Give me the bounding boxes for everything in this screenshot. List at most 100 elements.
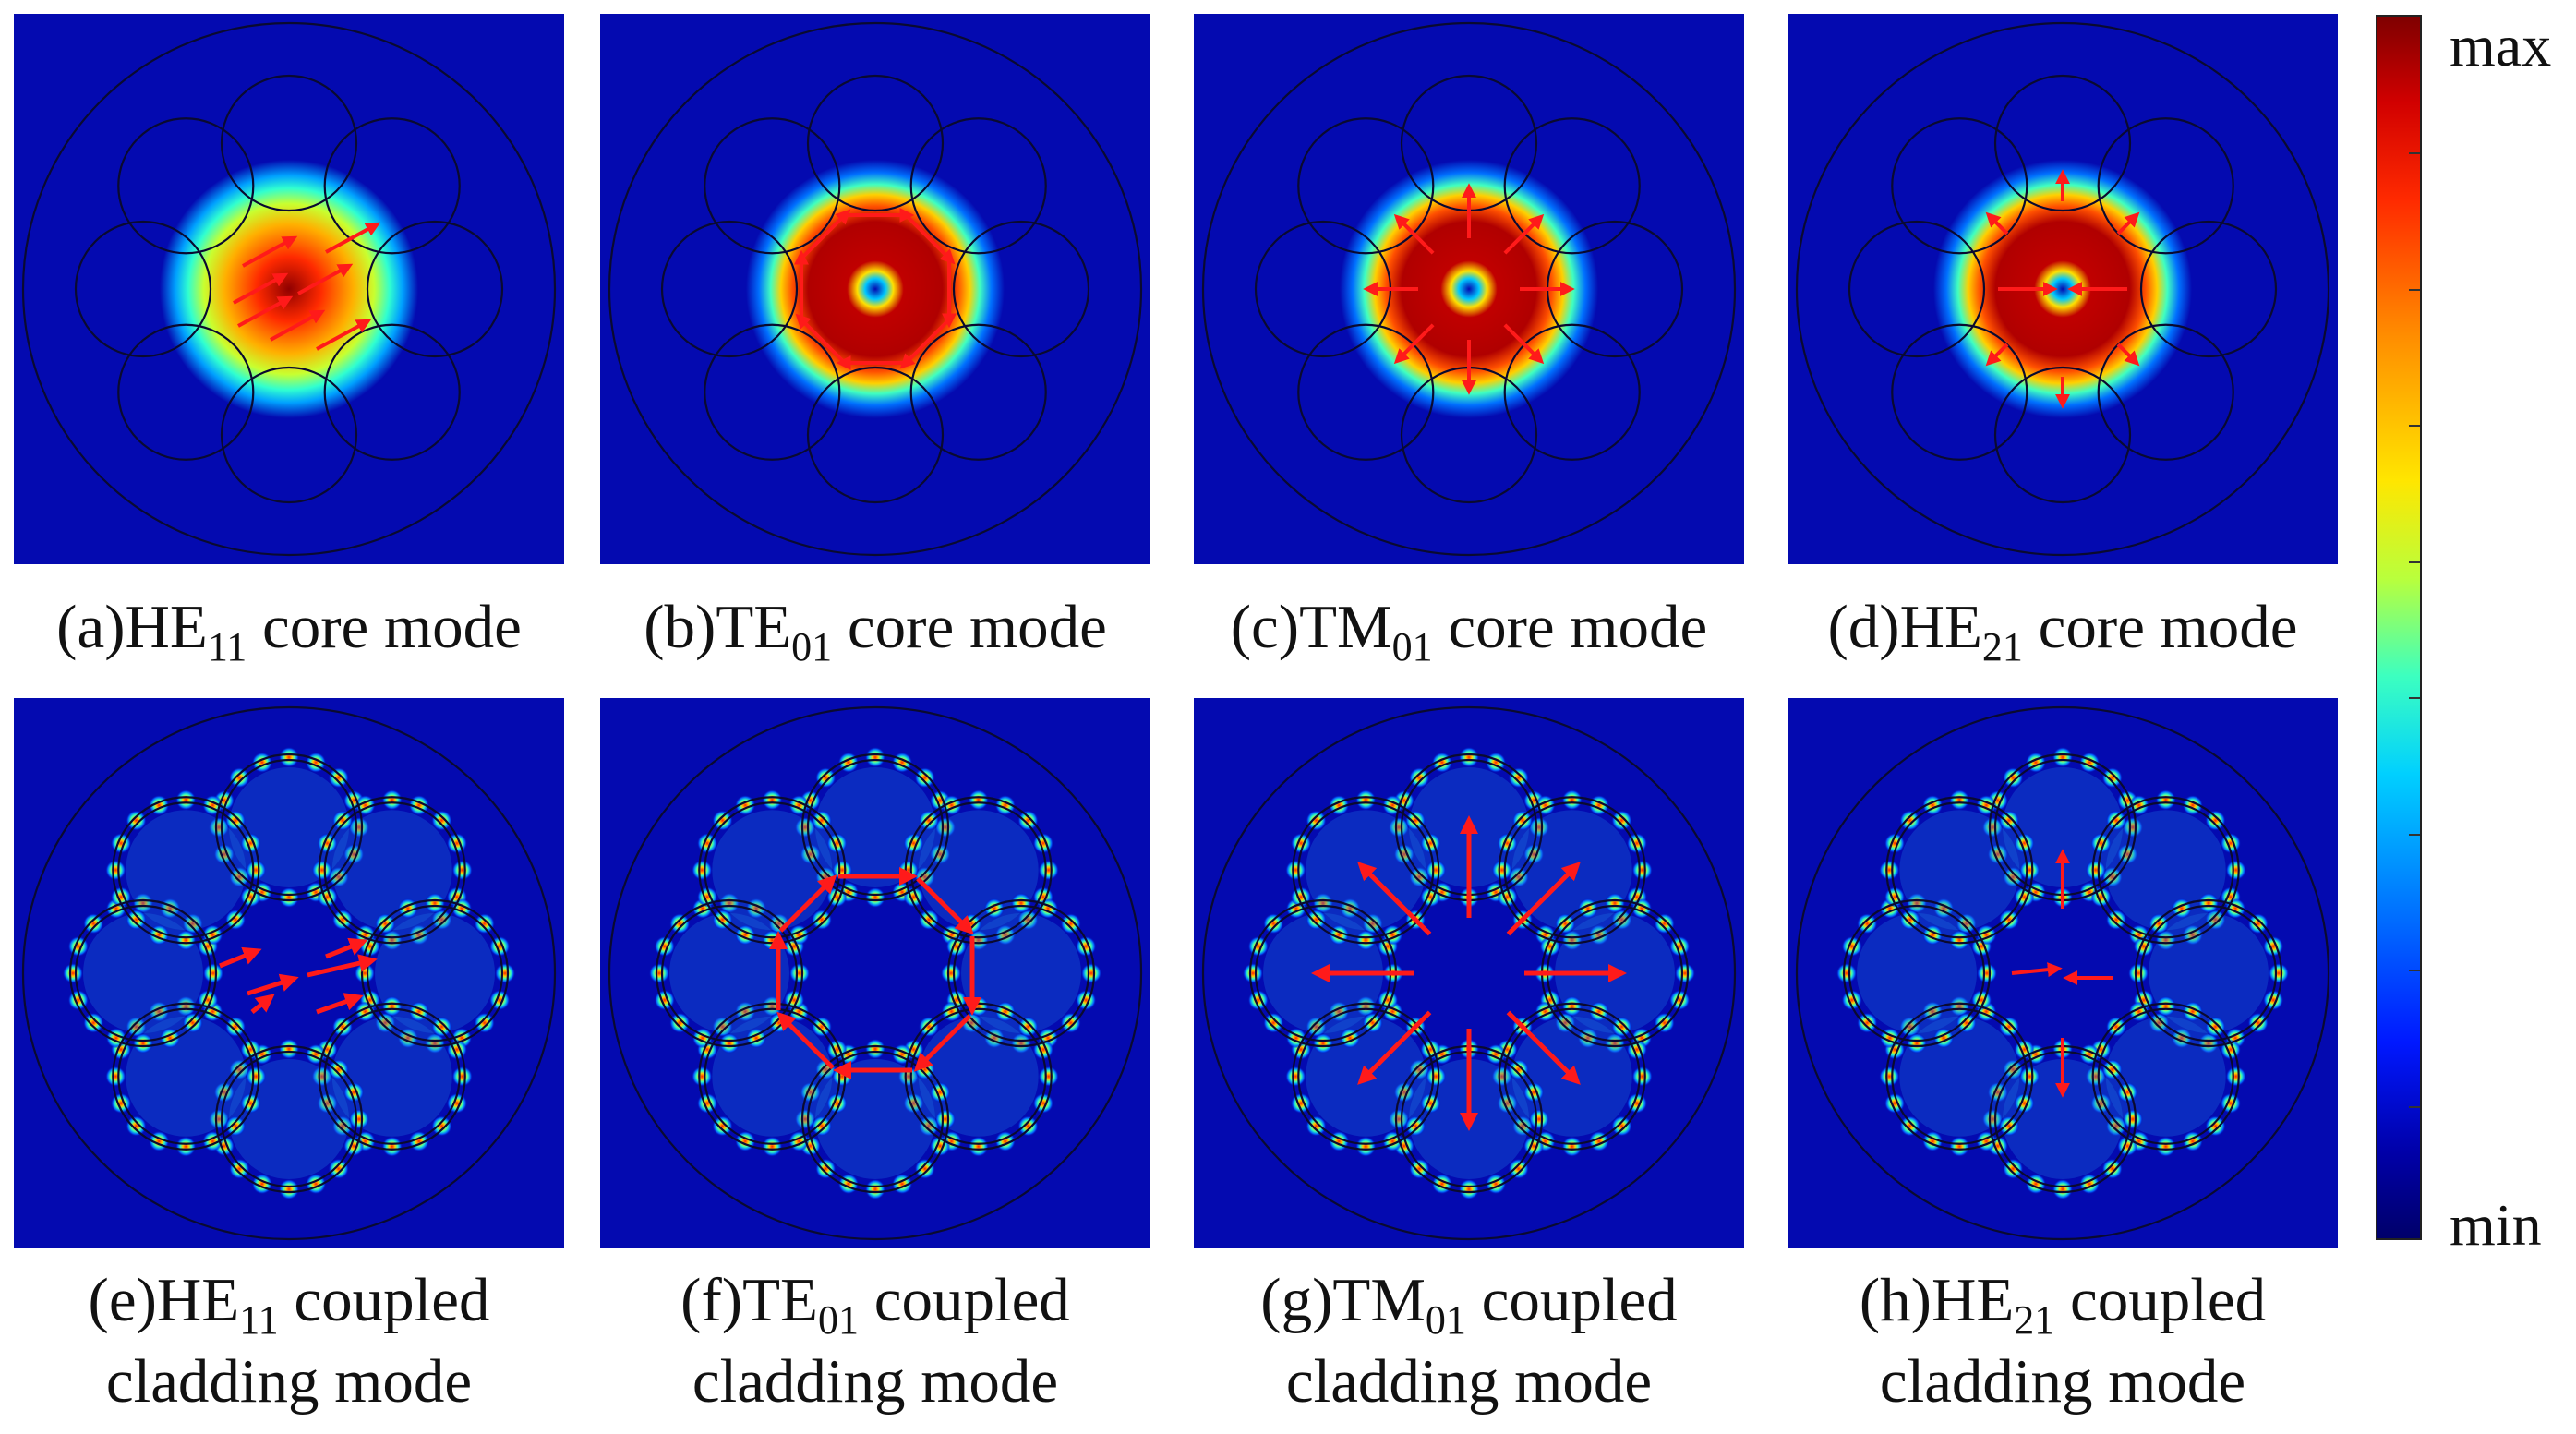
air-hole-outline [1297, 1007, 1435, 1145]
caption-b: (b)TE01 core mode [644, 593, 1107, 669]
field-arrow [1506, 862, 1581, 936]
hot-spot [1529, 817, 1549, 838]
air-hole-outline [112, 796, 260, 945]
hot-spot [914, 767, 935, 789]
cladding-glow [229, 1059, 349, 1179]
hot-spot [1561, 1136, 1583, 1157]
hot-spot [225, 810, 247, 831]
air-hole-outline [1842, 898, 1992, 1048]
hot-spot [225, 1115, 247, 1137]
hot-spot [1949, 930, 1970, 951]
hot-spot [2101, 1059, 2123, 1080]
hot-spot [1654, 1012, 1675, 1033]
field-arrow [1985, 211, 2009, 235]
hot-spot [712, 910, 733, 931]
field-arrow [1503, 213, 1545, 255]
field-arrow [219, 946, 262, 969]
outer-cladding-outline [1795, 705, 2330, 1241]
air-hole-outline [2097, 1007, 2234, 1145]
air-hole-outline [1503, 117, 1641, 255]
cladding-glow [2105, 810, 2226, 931]
hot-spot [279, 747, 299, 767]
hot-spot [279, 887, 299, 908]
hot-spot [431, 810, 452, 831]
field-arrow [1506, 1010, 1581, 1085]
hot-spot [1409, 1158, 1430, 1179]
hot-spot [1857, 913, 1878, 934]
air-hole-outline [660, 220, 799, 358]
cladding-glow [815, 767, 935, 887]
colorbar-tick [2409, 152, 2420, 154]
hot-spot [311, 860, 332, 881]
field-arrows [1363, 183, 1575, 395]
hot-spot [175, 995, 197, 1017]
hot-spot [451, 860, 473, 881]
air-hole-outline [117, 801, 255, 939]
field-arrows [1985, 169, 2140, 409]
hot-spot [133, 1033, 153, 1054]
hot-spot [2205, 1016, 2226, 1037]
hot-spot [2155, 995, 2176, 1017]
hot-spot [331, 810, 353, 831]
hot-spot [355, 963, 375, 983]
air-hole-outline [1993, 74, 2132, 212]
hot-spot [1355, 930, 1377, 951]
hot-spot [1355, 995, 1377, 1017]
cladding-glow [126, 1016, 247, 1137]
colorbar-tick [2409, 1106, 2420, 1108]
field-arrow [1985, 343, 2009, 367]
air-hole-outline [366, 904, 504, 1042]
hot-spot [918, 1016, 939, 1037]
hot-spot [1011, 893, 1031, 913]
core-field [746, 160, 1005, 418]
hot-spot [712, 1115, 733, 1137]
fiber-structure [1201, 21, 1737, 557]
fiber-structure [1795, 21, 2330, 557]
panel-b-te01-core-mode [600, 14, 1150, 564]
air-hole-outline [2097, 117, 2234, 255]
field-arrow [250, 994, 275, 1014]
hot-spot [1631, 1066, 1653, 1087]
air-hole-outline [2091, 1002, 2240, 1151]
field-arrows [233, 222, 381, 351]
hot-spot [918, 810, 939, 831]
hot-spot [1561, 995, 1583, 1017]
cladding-glow [375, 913, 495, 1033]
hot-spot [1949, 1136, 1970, 1157]
air-hole-outline [704, 323, 841, 461]
hot-spot [2205, 810, 2226, 831]
hot-spot [1605, 893, 1625, 913]
hot-spot [229, 767, 250, 789]
hot-spot [2085, 860, 2106, 881]
air-hole-outline [68, 898, 218, 1048]
hot-spot [328, 767, 349, 789]
hot-spot [1017, 1016, 1039, 1037]
air-hole-outline [704, 117, 841, 255]
air-hole-outline [220, 1050, 358, 1188]
hot-spot [795, 1109, 815, 1129]
air-hole-outline [2097, 801, 2234, 939]
air-hole-outline [220, 758, 358, 897]
cladding-glow [815, 1059, 935, 1179]
hot-spot [451, 1066, 473, 1087]
core-field-ring [746, 160, 1005, 418]
hot-spot [331, 1016, 353, 1037]
hot-spot [1836, 963, 1857, 983]
panel-e-he11-cladding-mode [14, 698, 564, 1248]
air-hole-outline [74, 904, 212, 1042]
air-hole-outline [360, 898, 510, 1048]
air-hole-outline [220, 366, 358, 504]
field-arrow [776, 1011, 835, 1070]
hot-spot [1060, 913, 1081, 934]
field-arrow [2116, 343, 2140, 367]
hot-spot [2247, 913, 2269, 934]
hot-spot [812, 1016, 833, 1037]
hot-spot [918, 1115, 939, 1137]
hot-spot [425, 1033, 445, 1054]
colorbar-tick [2409, 561, 2420, 563]
panel-f-te01-cladding-mode [600, 698, 1150, 1248]
air-hole-outline [952, 904, 1090, 1042]
hot-spot [2198, 1033, 2219, 1054]
hot-spot [1561, 789, 1583, 811]
hot-spot [2105, 1016, 2126, 1037]
